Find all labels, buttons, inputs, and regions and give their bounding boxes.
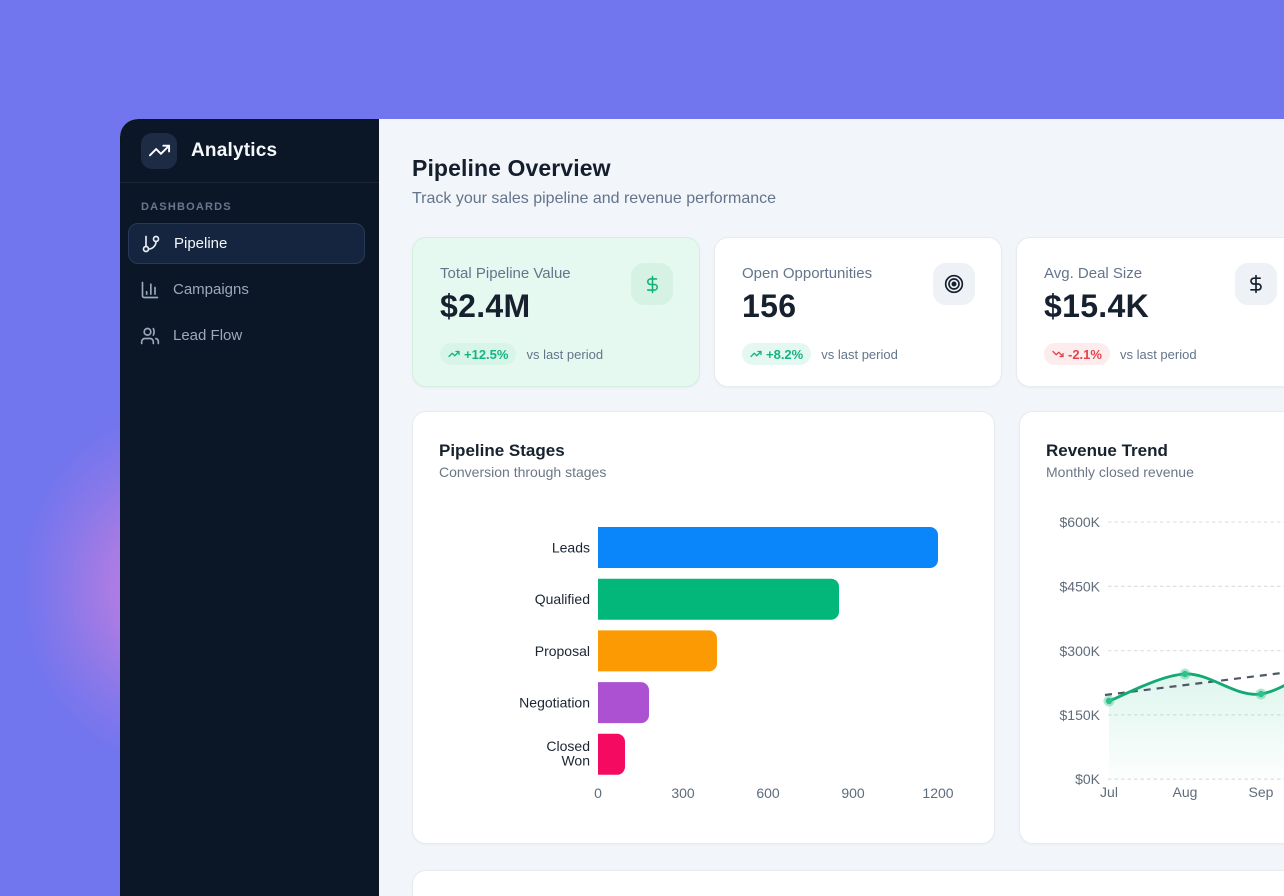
svg-text:1200: 1200	[922, 785, 953, 801]
svg-text:Sep: Sep	[1249, 784, 1274, 800]
svg-text:600: 600	[756, 785, 780, 801]
svg-text:900: 900	[841, 785, 865, 801]
svg-text:Qualified: Qualified	[535, 591, 590, 607]
svg-text:$150K: $150K	[1060, 707, 1101, 723]
svg-text:$0K: $0K	[1075, 771, 1101, 787]
svg-text:300: 300	[671, 785, 695, 801]
svg-text:$600K: $600K	[1060, 514, 1101, 530]
svg-text:Proposal: Proposal	[535, 643, 590, 659]
svg-text:Leads: Leads	[552, 540, 590, 556]
svg-text:Negotiation: Negotiation	[519, 695, 590, 711]
svg-text:Won: Won	[561, 752, 590, 768]
svg-text:Aug: Aug	[1173, 784, 1198, 800]
svg-text:Closed: Closed	[546, 738, 590, 754]
svg-text:$450K: $450K	[1060, 579, 1101, 595]
svg-text:Jul: Jul	[1100, 784, 1118, 800]
svg-text:$300K: $300K	[1060, 643, 1101, 659]
svg-text:0: 0	[594, 785, 602, 801]
